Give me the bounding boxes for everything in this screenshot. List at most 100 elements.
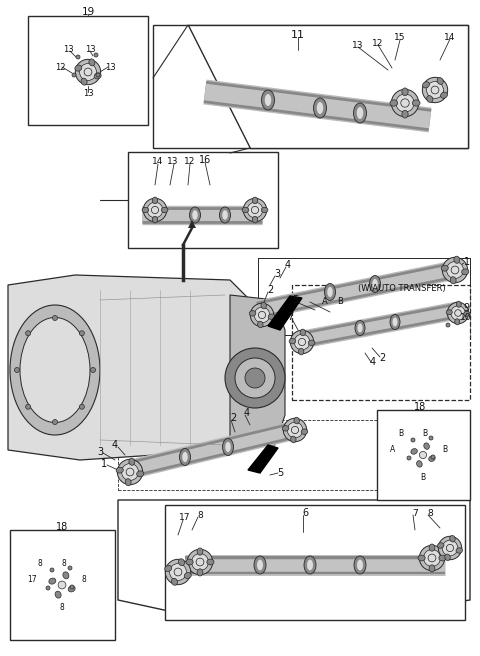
Text: 4: 4 <box>285 260 291 270</box>
Circle shape <box>54 577 71 594</box>
Ellipse shape <box>254 556 266 574</box>
Text: 17: 17 <box>27 575 37 584</box>
Circle shape <box>428 554 436 562</box>
Ellipse shape <box>402 88 408 96</box>
Ellipse shape <box>171 579 178 585</box>
Text: 4: 4 <box>244 408 250 418</box>
Text: 12: 12 <box>55 62 65 72</box>
Polygon shape <box>153 25 468 148</box>
Text: 4: 4 <box>370 357 376 367</box>
Text: 3: 3 <box>274 269 280 279</box>
Ellipse shape <box>393 318 397 327</box>
Ellipse shape <box>257 560 263 571</box>
Ellipse shape <box>258 321 263 328</box>
Circle shape <box>294 334 310 350</box>
Polygon shape <box>188 25 468 148</box>
Ellipse shape <box>304 556 316 574</box>
Circle shape <box>432 87 438 93</box>
Circle shape <box>59 582 65 588</box>
Ellipse shape <box>68 586 75 592</box>
Text: A: A <box>322 298 328 306</box>
Circle shape <box>427 81 444 98</box>
Circle shape <box>423 550 441 566</box>
Ellipse shape <box>165 565 172 571</box>
Circle shape <box>291 426 299 434</box>
Circle shape <box>79 331 84 336</box>
Circle shape <box>407 456 411 460</box>
Polygon shape <box>165 505 465 620</box>
Circle shape <box>75 59 101 85</box>
Circle shape <box>79 404 84 409</box>
Circle shape <box>121 464 138 480</box>
Text: 7: 7 <box>412 508 418 518</box>
Circle shape <box>452 266 458 274</box>
Text: 10: 10 <box>460 314 471 323</box>
Text: 15: 15 <box>394 33 406 43</box>
Ellipse shape <box>456 548 463 553</box>
Text: 12: 12 <box>372 39 384 47</box>
Polygon shape <box>230 295 285 445</box>
Ellipse shape <box>439 555 446 561</box>
Text: 18: 18 <box>56 522 68 532</box>
Circle shape <box>443 257 468 283</box>
Text: 8: 8 <box>60 602 64 611</box>
Ellipse shape <box>129 458 135 465</box>
Ellipse shape <box>268 314 275 319</box>
Ellipse shape <box>357 560 363 571</box>
Circle shape <box>299 339 305 345</box>
Text: 13: 13 <box>83 89 93 98</box>
Ellipse shape <box>81 78 87 85</box>
Ellipse shape <box>429 565 435 572</box>
Ellipse shape <box>417 461 422 467</box>
Ellipse shape <box>63 572 69 579</box>
Circle shape <box>76 55 80 59</box>
Bar <box>28 16 148 125</box>
Text: B: B <box>420 472 426 482</box>
Circle shape <box>68 566 72 570</box>
Circle shape <box>70 585 74 589</box>
Ellipse shape <box>197 548 203 555</box>
Text: 7: 7 <box>287 312 293 322</box>
Circle shape <box>451 306 465 320</box>
Ellipse shape <box>372 279 378 289</box>
Circle shape <box>252 207 259 214</box>
Circle shape <box>144 198 167 222</box>
Ellipse shape <box>125 479 131 486</box>
Ellipse shape <box>441 92 447 98</box>
Circle shape <box>396 94 414 112</box>
Polygon shape <box>268 296 302 330</box>
Ellipse shape <box>282 426 289 431</box>
Ellipse shape <box>313 98 326 118</box>
Ellipse shape <box>261 302 266 309</box>
Ellipse shape <box>390 100 397 106</box>
Circle shape <box>420 451 427 459</box>
Circle shape <box>72 73 76 77</box>
Ellipse shape <box>223 438 233 455</box>
Text: B: B <box>443 445 447 455</box>
Circle shape <box>80 64 96 81</box>
Circle shape <box>147 202 163 218</box>
Ellipse shape <box>412 100 420 106</box>
Ellipse shape <box>152 216 158 223</box>
Text: 1: 1 <box>101 459 107 469</box>
Ellipse shape <box>422 82 430 88</box>
Ellipse shape <box>265 94 271 106</box>
Text: 2: 2 <box>230 413 236 423</box>
Polygon shape <box>128 152 278 248</box>
Circle shape <box>250 303 274 327</box>
Ellipse shape <box>249 310 256 316</box>
Ellipse shape <box>94 73 101 79</box>
Ellipse shape <box>429 544 435 551</box>
Ellipse shape <box>152 197 158 204</box>
Ellipse shape <box>354 556 366 574</box>
Circle shape <box>259 312 265 318</box>
Ellipse shape <box>20 318 90 422</box>
Circle shape <box>169 564 186 581</box>
Ellipse shape <box>299 348 304 355</box>
Ellipse shape <box>429 456 435 461</box>
Circle shape <box>401 99 409 107</box>
Ellipse shape <box>327 287 333 297</box>
Circle shape <box>401 99 408 107</box>
Text: (W/AUTO TRANSFER): (W/AUTO TRANSFER) <box>358 283 445 293</box>
Ellipse shape <box>190 207 201 223</box>
